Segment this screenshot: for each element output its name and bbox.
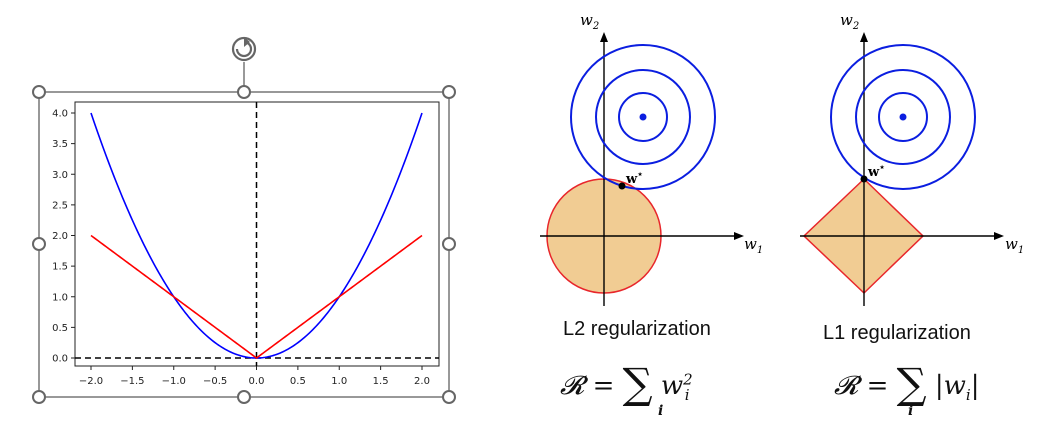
l1-formula-sum-index: i bbox=[908, 403, 914, 419]
resize-handle-top[interactable] bbox=[237, 85, 251, 99]
x-tick-label: 0.0 bbox=[249, 376, 265, 387]
x-tick-label: 2.0 bbox=[414, 376, 430, 387]
l1-formula-term-end: | bbox=[970, 371, 980, 401]
y-tick-label: 1.5 bbox=[52, 262, 68, 273]
resize-handle-top-right[interactable] bbox=[442, 85, 456, 99]
l1-axis-y-label: w2 bbox=[840, 11, 859, 32]
rotate-handle-icon[interactable] bbox=[231, 36, 257, 62]
l2-formula-term-sub: i bbox=[684, 386, 690, 405]
y-tick-label: 1.0 bbox=[52, 292, 68, 303]
l2-formula-term-sup: 2 bbox=[683, 370, 693, 389]
l2-formula-equals: = bbox=[592, 371, 615, 401]
l2-contour-1 bbox=[618, 92, 668, 142]
x-tick-label: 1.5 bbox=[373, 376, 389, 387]
l1-formula-term-sub: i bbox=[965, 386, 971, 405]
l1-formula-lhs: 𝓡 bbox=[834, 371, 859, 401]
y-tick-label: 2.0 bbox=[52, 231, 68, 242]
l1-contour-3 bbox=[830, 44, 976, 190]
x-tick-label: −2.0 bbox=[79, 376, 103, 387]
resize-handle-top-left[interactable] bbox=[32, 85, 46, 99]
resize-handle-right[interactable] bbox=[442, 237, 456, 251]
l2-formula-sum-index: i bbox=[658, 403, 664, 419]
l1-caption: L1 regularization bbox=[823, 322, 971, 344]
l2-caption: L2 regularization bbox=[563, 318, 711, 340]
l1-formula-term: |w bbox=[934, 371, 966, 401]
l2-optimum-center bbox=[639, 113, 647, 121]
y-tick-label: 2.5 bbox=[52, 200, 68, 211]
plot-ticks: −2.0 −1.5 −1.0 −0.5 0.0 0.5 1.0 1.5 2.0 0.0 0.5 1.0… bbox=[52, 109, 430, 388]
x-tick-label: −0.5 bbox=[203, 376, 227, 387]
l2-solution-label: w⋆ bbox=[625, 170, 643, 187]
l1-contour-1 bbox=[878, 92, 928, 142]
l1-y-arrow bbox=[860, 32, 868, 42]
l1-formula-equals: = bbox=[866, 371, 889, 401]
l1-x-arrow bbox=[994, 232, 1004, 240]
x-tick-label: 1.0 bbox=[331, 376, 347, 387]
l2-contour-3 bbox=[570, 44, 716, 190]
selected-plot-object[interactable] bbox=[32, 36, 456, 404]
series-absolute-line bbox=[90, 234, 423, 359]
resize-handle-left[interactable] bbox=[32, 237, 46, 251]
resize-handle-bottom-left[interactable] bbox=[32, 390, 46, 404]
resize-handle-bottom-right[interactable] bbox=[442, 390, 456, 404]
y-tick-label: 3.0 bbox=[52, 170, 68, 181]
l1-solution-point bbox=[860, 175, 868, 183]
l2-formula-sum: ∑ bbox=[622, 359, 653, 408]
l1-formula-sum: ∑ bbox=[896, 359, 927, 408]
l2-axis-y-label: w2 bbox=[580, 11, 599, 32]
l1-solution-label: w⋆ bbox=[867, 163, 885, 180]
l2-x-arrow bbox=[734, 232, 744, 240]
x-tick-label: −1.5 bbox=[120, 376, 144, 387]
l2-formula-lhs: 𝓡 bbox=[560, 371, 585, 401]
l1-contour-2 bbox=[855, 69, 951, 165]
resize-handle-bottom[interactable] bbox=[237, 390, 251, 404]
l2-axis-x-label: w1 bbox=[744, 235, 763, 256]
l1-diagram: w⋆ w1 w2 bbox=[800, 11, 1024, 306]
l2-solution-point bbox=[618, 182, 626, 190]
y-tick-label: 0.0 bbox=[52, 354, 68, 365]
l2-y-arrow bbox=[600, 32, 608, 42]
l1-axis-x-label: w1 bbox=[1005, 235, 1024, 256]
l1-optimum-center bbox=[899, 113, 907, 121]
x-tick-label: −1.0 bbox=[162, 376, 186, 387]
x-tick-label: 0.5 bbox=[290, 376, 306, 387]
y-tick-label: 0.5 bbox=[52, 323, 68, 334]
l2-formula-term: w bbox=[660, 371, 684, 401]
l2-formula: 𝓡 = ∑ i w2i bbox=[560, 355, 693, 419]
l2-diagram: w⋆ w1 w2 bbox=[540, 11, 763, 306]
y-tick-label: 3.5 bbox=[52, 139, 68, 150]
l2-contour-2 bbox=[595, 69, 691, 165]
y-tick-label: 4.0 bbox=[52, 109, 68, 120]
l1-formula: 𝓡 = ∑ i |wi| bbox=[834, 355, 980, 419]
plot-series bbox=[90, 112, 423, 359]
